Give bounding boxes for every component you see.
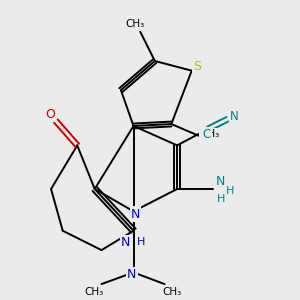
- Text: C: C: [202, 128, 210, 141]
- Text: S: S: [194, 60, 202, 73]
- Text: CH₃: CH₃: [163, 287, 182, 297]
- Text: CH₃: CH₃: [126, 19, 145, 29]
- Text: N: N: [216, 175, 226, 188]
- Text: CH₃: CH₃: [200, 129, 220, 139]
- Text: N: N: [131, 208, 140, 221]
- Text: H: H: [226, 186, 235, 196]
- Text: N: N: [121, 236, 130, 249]
- Text: N: N: [230, 110, 239, 123]
- Text: H: H: [137, 237, 146, 248]
- Text: H: H: [217, 194, 225, 204]
- Text: CH₃: CH₃: [84, 287, 104, 297]
- Text: O: O: [45, 108, 55, 121]
- Text: N: N: [127, 268, 136, 281]
